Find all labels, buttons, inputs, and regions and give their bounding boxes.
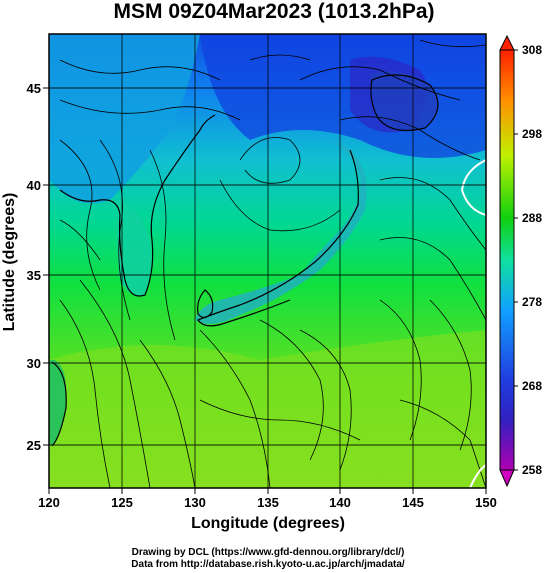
x-tick-label: 135: [257, 495, 279, 510]
x-tick-label: 125: [111, 495, 133, 510]
y-tick-label: 45: [27, 81, 41, 96]
x-tick-label: 120: [38, 495, 60, 510]
map-title: MSM 09Z04Mar2023 (1013.2hPa): [113, 0, 435, 23]
temperature-field: [49, 34, 486, 488]
colorbar-tick-label: 298: [522, 127, 542, 141]
x-axis-label: Longitude (degrees): [191, 515, 345, 532]
colorbar-tick-label: 308: [522, 43, 542, 57]
y-tick-label: 40: [27, 178, 41, 193]
y-axis-label: Latitude (degrees): [1, 193, 18, 332]
map-grid: [49, 34, 486, 488]
colorbar-max-arrow: [499, 34, 515, 51]
colorbar-tick-label: 258: [522, 463, 542, 477]
x-tick-label: 150: [475, 495, 497, 510]
x-tick-label: 130: [184, 495, 206, 510]
x-tick-label: 145: [402, 495, 424, 510]
credit-drawing: Drawing by DCL (https://www.gfd-dennou.o…: [131, 547, 405, 558]
x-tick-label: 140: [329, 495, 351, 510]
colorbar-tick-label: 268: [522, 379, 542, 393]
credit-data: Data from http://database.rish.kyoto-u.a…: [131, 559, 405, 570]
y-tick-label: 35: [27, 268, 41, 283]
colorbar-tick-label: 288: [522, 211, 542, 225]
y-tick-label: 25: [27, 438, 41, 453]
colorbar-min-arrow: [499, 469, 515, 488]
colorbar: 258 268 278 288 298 308: [499, 34, 542, 488]
colorbar-tick-label: 278: [522, 295, 542, 309]
y-tick-label: 30: [27, 356, 41, 371]
